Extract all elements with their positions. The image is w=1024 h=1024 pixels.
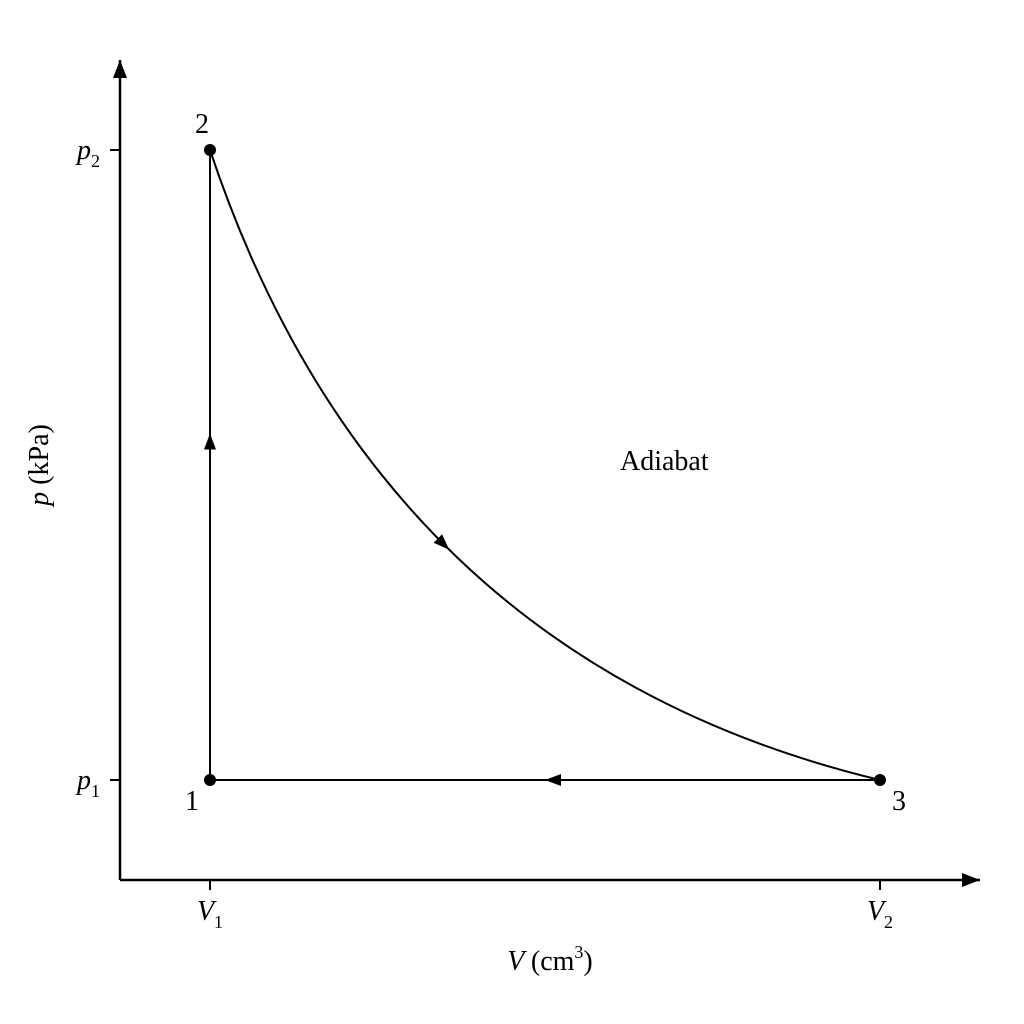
pv-diagram: p (kPa)V (cm3)p2p1V1V2123Adiabat	[0, 0, 1024, 1024]
state-point-label: 2	[195, 109, 209, 140]
state-point-label: 3	[892, 786, 906, 817]
svg-text:p (kPa): p (kPa)	[24, 424, 55, 508]
y-axis-label: p (kPa)	[24, 424, 55, 508]
state-point-label: 1	[185, 786, 199, 817]
adiabat-label: Adiabat	[620, 446, 709, 477]
